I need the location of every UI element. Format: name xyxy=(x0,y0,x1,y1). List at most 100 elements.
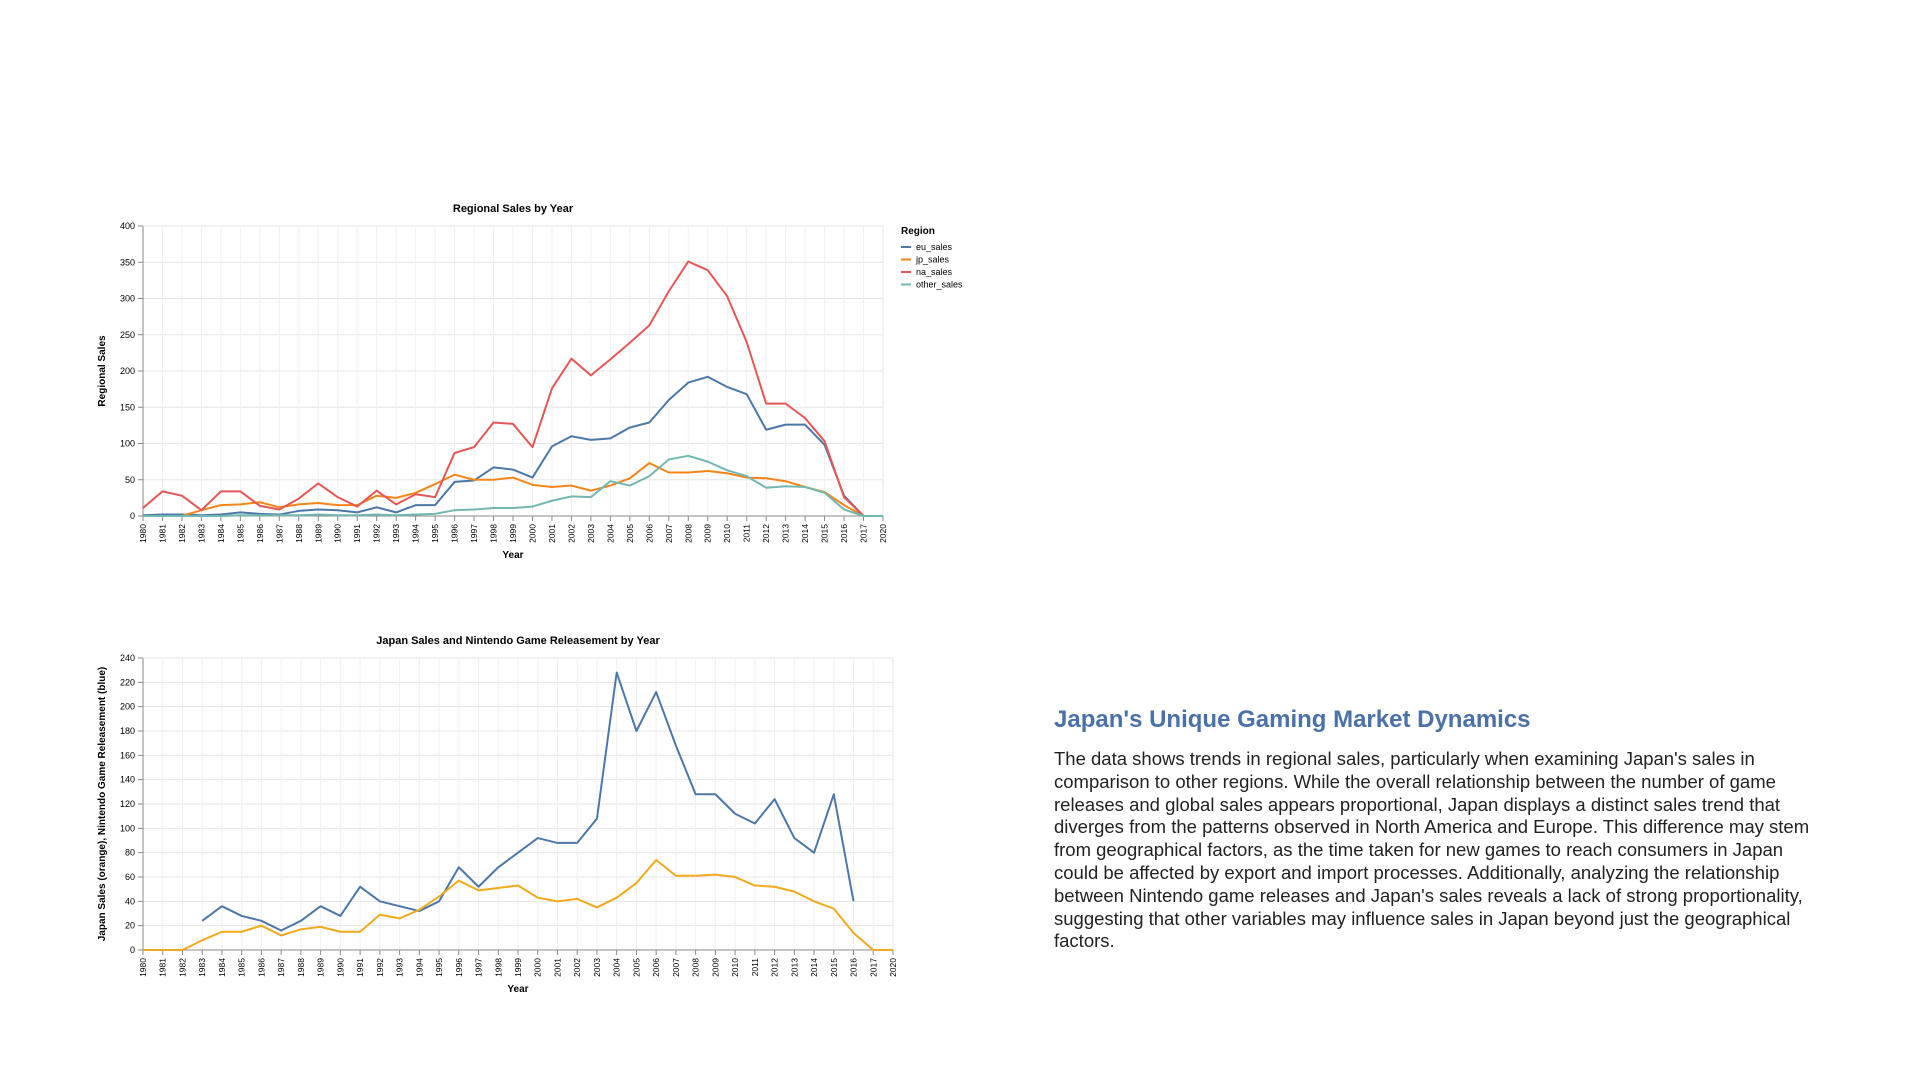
series-line-other_sales xyxy=(143,454,883,517)
x-tick-label: 1991 xyxy=(355,958,365,977)
x-tick-label: 2005 xyxy=(631,958,641,977)
y-tick-label: 140 xyxy=(120,775,135,785)
x-tick-label: 1994 xyxy=(414,958,424,977)
chart-title: Japan Sales and Nintendo Game Releasemen… xyxy=(376,635,660,647)
x-tick-label: 1980 xyxy=(138,524,148,543)
x-tick-label: 1996 xyxy=(454,958,464,977)
x-tick-label: 2012 xyxy=(761,524,771,543)
x-tick-label: 2010 xyxy=(730,958,740,977)
x-tick-label: 2020 xyxy=(888,958,898,977)
y-tick-label: 240 xyxy=(120,653,135,663)
x-tick-label: 2011 xyxy=(750,958,760,977)
y-tick-label: 300 xyxy=(120,294,135,304)
chart-svg: Japan Sales and Nintendo Game Releasemen… xyxy=(97,635,898,995)
x-tick-label: 1998 xyxy=(489,524,499,543)
y-tick-label: 200 xyxy=(120,702,135,712)
x-tick-label: 2005 xyxy=(625,524,635,543)
y-tick-label: 0 xyxy=(130,945,135,955)
x-tick-label: 2004 xyxy=(612,958,622,977)
y-tick-label: 150 xyxy=(120,402,135,412)
x-tick-label: 2001 xyxy=(552,958,562,977)
japan-sales-nintendo-chart: Japan Sales and Nintendo Game Releasemen… xyxy=(80,632,1000,1004)
x-tick-label: 2014 xyxy=(800,524,810,543)
x-tick-label: 2017 xyxy=(859,524,869,543)
y-tick-label: 200 xyxy=(120,366,135,376)
x-tick-label: 2017 xyxy=(868,958,878,977)
x-tick-label: 2012 xyxy=(770,958,780,977)
series-line-1 xyxy=(143,858,893,951)
x-tick-label: 1989 xyxy=(316,958,326,977)
x-tick-label: 1989 xyxy=(313,524,323,543)
x-tick-label: 1999 xyxy=(508,524,518,543)
x-tick-label: 1982 xyxy=(177,524,187,543)
chart-svg: Regional Sales by Year 0 50 100 150 200 250 300… xyxy=(97,203,963,561)
x-tick-label: 1996 xyxy=(450,524,460,543)
legend-item-jp_sales: jp_sales xyxy=(915,255,950,265)
x-axis-label: Year xyxy=(507,984,528,995)
x-tick-label: 2000 xyxy=(527,524,537,543)
y-tick-label: 250 xyxy=(120,330,135,340)
x-tick-label: 2004 xyxy=(605,524,615,543)
x-tick-label: 1995 xyxy=(434,958,444,977)
x-tick-label: 1992 xyxy=(375,958,385,977)
x-tick-label: 2009 xyxy=(710,958,720,977)
x-axis-label: Year xyxy=(502,550,523,561)
x-tick-label: 1986 xyxy=(256,958,266,977)
y-tick-label: 80 xyxy=(125,848,135,858)
x-tick-label: 2003 xyxy=(586,524,596,543)
x-tick-label: 2010 xyxy=(722,524,732,543)
regional-sales-chart: Regional Sales by Year 0 50 100 150 200 250 300… xyxy=(80,196,1000,570)
legend-item-na_sales: na_sales xyxy=(916,267,953,277)
x-tick-label: 2013 xyxy=(789,958,799,977)
x-tick-label: 1993 xyxy=(391,524,401,543)
x-tick-label: 1998 xyxy=(493,958,503,977)
x-tick-label: 2015 xyxy=(820,524,830,543)
x-tick-label: 2015 xyxy=(829,958,839,977)
y-tick-label: 0 xyxy=(130,511,135,521)
x-tick-label: 1985 xyxy=(237,958,247,977)
x-tick-label: 1981 xyxy=(157,524,167,543)
x-tick-label: 1987 xyxy=(274,524,284,543)
x-tick-label: 2007 xyxy=(671,958,681,977)
x-tick-label: 1985 xyxy=(235,524,245,543)
legend-item-eu_sales: eu_sales xyxy=(916,242,953,252)
y-tick-label: 100 xyxy=(120,823,135,833)
x-tick-label: 2020 xyxy=(878,524,888,543)
y-tick-label: 120 xyxy=(120,799,135,809)
x-tick-label: 2011 xyxy=(742,524,752,543)
y-tick-label: 180 xyxy=(120,726,135,736)
x-tick-label: 1992 xyxy=(372,524,382,543)
x-tick-label: 1988 xyxy=(296,958,306,977)
x-tick-label: 1997 xyxy=(469,524,479,543)
y-axis-label: Regional Sales xyxy=(97,335,108,407)
legend-title: Region xyxy=(901,226,935,237)
y-tick-label: 400 xyxy=(120,221,135,231)
x-tick-label: 2002 xyxy=(566,524,576,543)
x-tick-label: 1980 xyxy=(138,958,148,977)
x-tick-label: 1981 xyxy=(158,958,168,977)
y-tick-label: 350 xyxy=(120,257,135,267)
x-tick-label: 1986 xyxy=(255,524,265,543)
x-tick-label: 1982 xyxy=(177,958,187,977)
insight-body: The data shows trends in regional sales,… xyxy=(1054,748,1810,952)
y-tick-label: 20 xyxy=(125,921,135,931)
x-tick-label: 2008 xyxy=(683,524,693,543)
x-tick-label: 1987 xyxy=(276,958,286,977)
y-tick-label: 160 xyxy=(120,750,135,760)
series-line-0 xyxy=(201,671,855,932)
x-tick-label: 2014 xyxy=(809,958,819,977)
y-axis-label: Japan Sales (orange), Nintendo Game Rele… xyxy=(97,667,108,942)
x-tick-label: 2016 xyxy=(839,524,849,543)
y-tick-label: 50 xyxy=(125,475,135,485)
insight-heading: Japan's Unique Gaming Market Dynamics xyxy=(1054,706,1531,733)
series-line-na_sales xyxy=(142,260,883,517)
x-tick-label: 2006 xyxy=(644,524,654,543)
x-tick-label: 1988 xyxy=(294,524,304,543)
x-tick-label: 1990 xyxy=(333,524,343,543)
x-tick-label: 2009 xyxy=(703,524,713,543)
x-tick-label: 1999 xyxy=(513,958,523,977)
series-line-jp_sales xyxy=(143,462,883,517)
x-tick-label: 1983 xyxy=(196,524,206,543)
x-tick-label: 1984 xyxy=(217,958,227,977)
x-tick-label: 1995 xyxy=(430,524,440,543)
